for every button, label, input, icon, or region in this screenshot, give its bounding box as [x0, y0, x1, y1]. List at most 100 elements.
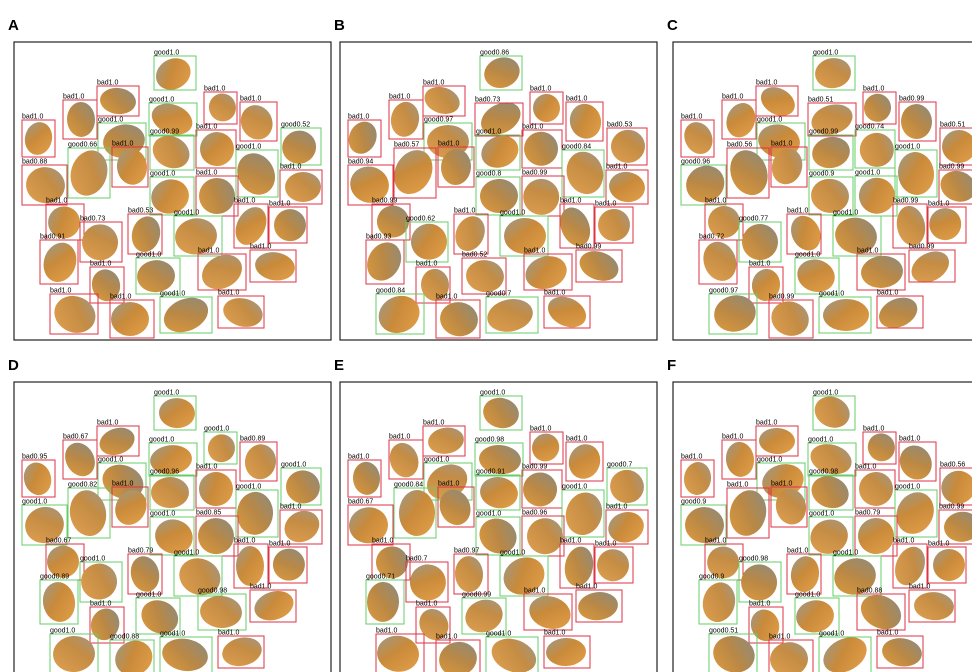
- detection-label: bad1.0: [756, 420, 778, 427]
- detection-label: good0.96: [681, 159, 710, 166]
- detection-label: bad0.94: [348, 159, 373, 166]
- detection-label: bad0.85: [196, 510, 221, 517]
- detection-label: good1.0: [98, 457, 123, 464]
- detection-label: bad1.0: [855, 464, 877, 471]
- detection-label: bad1.0: [560, 538, 582, 545]
- detection-label: good0.7: [607, 462, 632, 469]
- detection-label: good0.97: [424, 117, 453, 124]
- detection-label: bad0.99: [372, 198, 397, 205]
- detection-label: good1.0: [819, 631, 844, 638]
- detection-label: good1.0: [833, 550, 858, 557]
- panel-letter: F: [667, 357, 676, 374]
- detection-label: bad1.0: [90, 261, 112, 268]
- detection-label: bad0.99: [769, 294, 794, 301]
- detection-label: good1.0: [50, 628, 75, 635]
- detection-label: bad1.0: [722, 94, 744, 101]
- detection-label: bad1.0: [863, 426, 885, 433]
- detection-label: bad1.0: [909, 584, 931, 591]
- detection-label: good1.0: [154, 50, 179, 57]
- detection-label: good1.0: [562, 484, 587, 491]
- detection-label: good0.98: [809, 469, 838, 476]
- detection-label: bad1.0: [524, 588, 546, 595]
- detection-label: good1.0: [174, 550, 199, 557]
- detection-label: good1.0: [136, 252, 161, 259]
- detection-label: bad1.0: [372, 538, 394, 545]
- detection-label: good0.62: [406, 216, 435, 223]
- detection-label: good0.9: [681, 499, 706, 506]
- detection-label: good0.82: [68, 482, 97, 489]
- detection-label: bad1.0: [90, 601, 112, 608]
- detection-label: good0.96: [150, 469, 179, 476]
- detection-label: bad1.0: [787, 208, 809, 215]
- detection-label: good0.99: [809, 129, 838, 136]
- detection-label: bad1.0: [198, 248, 220, 255]
- detection-label: bad0.51: [808, 97, 833, 104]
- detection-label: bad1.0: [46, 198, 68, 205]
- detection-label: bad1.0: [566, 96, 588, 103]
- detection-label: good1.0: [476, 129, 501, 136]
- detection-label: good1.0: [813, 50, 838, 57]
- panel-letter: C: [667, 17, 678, 34]
- detection-label: bad1.0: [423, 80, 445, 87]
- detection-label: good1.0: [204, 426, 229, 433]
- detection-label: bad0.67: [348, 499, 373, 506]
- kernel: [236, 546, 264, 586]
- detection-label: bad0.53: [128, 208, 153, 215]
- detection-label: bad1.0: [522, 124, 544, 131]
- detection-label: good1.0: [480, 390, 505, 397]
- detection-label: bad1.0: [348, 454, 370, 461]
- detection-label: bad1.0: [110, 294, 132, 301]
- detection-label: bad0.56: [940, 462, 965, 469]
- detection-label: bad1.0: [438, 481, 460, 488]
- detection-label: good0.71: [366, 574, 395, 581]
- detection-label: bad0.91: [40, 234, 65, 241]
- detection-label: bad0.99: [576, 244, 601, 251]
- detection-label: bad1.0: [218, 630, 240, 637]
- detection-label: bad0.99: [909, 244, 934, 251]
- detection-label: bad1.0: [928, 541, 950, 548]
- detection-label: good1.0: [80, 556, 105, 563]
- detection-label: good0.51: [709, 628, 738, 635]
- detection-label: good1.0: [895, 484, 920, 491]
- detection-label: bad1.0: [576, 584, 598, 591]
- detection-label: good1.0: [150, 171, 175, 178]
- detection-label: good0.98: [198, 588, 227, 595]
- detection-label: bad0.88: [22, 159, 47, 166]
- detection-label: bad1.0: [893, 538, 915, 545]
- detection-label: good1.0: [236, 484, 261, 491]
- detection-label: bad1.0: [705, 538, 727, 545]
- detection-label: good0.98: [475, 437, 504, 444]
- detection-label: good0.66: [68, 142, 97, 149]
- detection-label: bad0.73: [80, 216, 105, 223]
- detection-label: good0.74: [855, 124, 884, 131]
- detection-label: bad1.0: [530, 86, 552, 93]
- detection-label: good0.86: [480, 50, 509, 57]
- detection-label: good0.99: [150, 129, 179, 136]
- detection-label: bad0.96: [522, 510, 547, 517]
- detection-label: good1.0: [813, 390, 838, 397]
- detection-label: bad0.51: [940, 122, 965, 129]
- detection-label: bad1.0: [749, 601, 771, 608]
- detection-label: bad0.99: [893, 198, 918, 205]
- detection-label: good1.0: [795, 252, 820, 259]
- detection-label: bad1.0: [771, 481, 793, 488]
- detection-label: good1.0: [795, 592, 820, 599]
- detection-label: bad1.0: [863, 86, 885, 93]
- detection-label: good1.0: [160, 631, 185, 638]
- detection-label: bad1.0: [595, 201, 617, 208]
- detection-label: bad1.0: [280, 504, 302, 511]
- detection-label: good1.0: [819, 291, 844, 298]
- detection-label: bad0.95: [22, 454, 47, 461]
- detection-label: bad0.99: [939, 504, 964, 511]
- detection-label: bad1.0: [416, 261, 438, 268]
- figure: Agood1.0bad1.0bad1.0good1.0bad1.0bad1.0b…: [0, 0, 972, 672]
- detection-label: bad1.0: [269, 541, 291, 548]
- detection-label: bad1.0: [196, 170, 218, 177]
- detection-label: good1.0: [154, 390, 179, 397]
- detection-label: bad0.79: [855, 510, 880, 517]
- detection-label: good1.0: [855, 170, 880, 177]
- detection-label: good0.84: [562, 144, 591, 151]
- detection-label: bad1.0: [196, 124, 218, 131]
- detection-label: bad1.0: [234, 198, 256, 205]
- detection-label: good0.9: [809, 171, 834, 178]
